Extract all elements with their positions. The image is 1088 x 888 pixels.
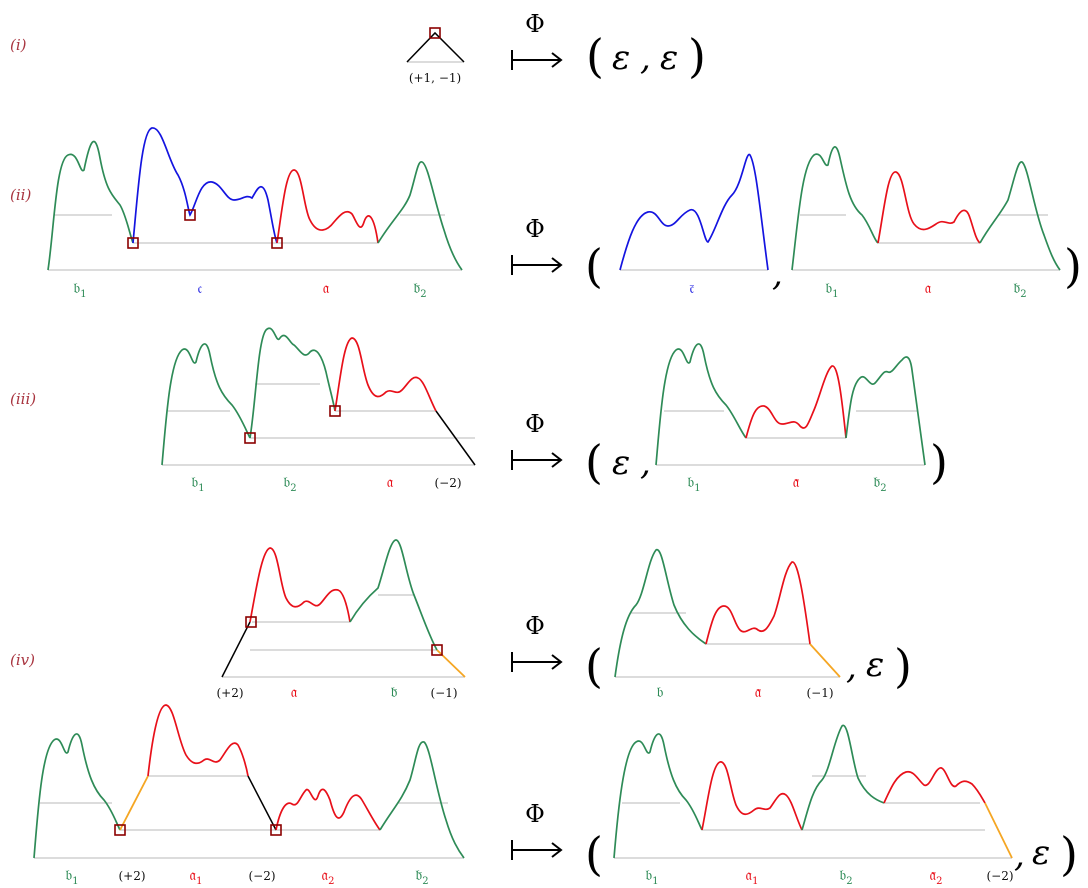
row3-right-label-b1: 𝔟1 [687,473,700,494]
svg-text:,: , [640,38,651,78]
svg-text:Φ: Φ [525,215,545,243]
row4-phi-arrow: Φ [512,612,561,672]
row4-right-step-label: (−1) [806,686,833,700]
row5-label-b1: 𝔟1 [65,866,78,887]
svg-text:,: , [640,443,651,483]
row3-right-label-a: 𝔞̄ [793,473,800,491]
svg-text:(: ( [585,639,603,693]
svg-text:(: ( [585,827,603,881]
case-label-i: (i) [10,36,27,54]
row1-left-path: (+1, −1) [407,28,464,85]
row4-step2-label: (−1) [430,686,457,700]
row5-left-path: 𝔟1 (+2) 𝔞1 (−2) 𝔞2 𝔟̄2 [34,705,464,887]
row1-step-label: (+1, −1) [409,71,461,85]
row5-right-pair: ( 𝔟1 𝔞1 𝔟2 𝔞̄2 (−2) , ε ) [585,725,1078,887]
row5-label-a1: 𝔞1 [190,866,203,887]
row5-right-label-a1: 𝔞1 [746,866,759,887]
row1-phi-arrow: Φ [512,10,561,70]
svg-text:ε: ε [1032,833,1050,873]
row5-label-b2: 𝔟̄2 [415,866,428,887]
svg-text:): ) [1060,827,1078,881]
svg-text:ε: ε [612,38,630,78]
row5-right-label-a2: 𝔞̄2 [930,866,943,887]
row2-left-path: 𝔟1 𝔠 𝔞 𝔟̄2 [48,128,462,300]
row4-left-path: (+2) 𝔞 𝔟̄ (−1) [216,540,465,701]
open-paren: ( [586,29,604,83]
row3-label-b2: 𝔟2 [283,473,296,494]
row2-right-label-b2: 𝔟̄2 [1013,279,1026,300]
row5-step1-label: (+2) [118,869,145,883]
row2-label-a: 𝔞 [323,279,330,297]
row5-phi-arrow: Φ [512,800,561,860]
row2-label-c: 𝔠 [198,279,203,297]
row4-label-b: 𝔟̄ [391,683,398,701]
row5-label-a2: 𝔞2 [322,866,335,887]
row4-right-pair: ( 𝔟 𝔞̄ (−1) , ε ) [585,550,912,701]
svg-text:,: , [1014,835,1025,875]
row2-label-b1: 𝔟1 [73,279,86,300]
svg-text:(: ( [585,239,603,293]
row3-phi-arrow: Φ [512,410,561,470]
row1-result-pair: ( ε , ε ) [586,29,706,83]
row2-right-label-c: 𝔠̄ [689,279,694,297]
row2-right-label-a: 𝔞 [925,279,932,297]
svg-text:ε: ε [612,443,630,483]
svg-text:): ) [1064,239,1082,293]
row5-right-label-b1: 𝔟1 [645,866,658,887]
row2-label-b2: 𝔟̄2 [413,279,426,300]
svg-text:(: ( [585,435,603,489]
row3-right-label-b2: 𝔟̄2 [873,473,886,494]
row2-right-label-b1: 𝔟1 [825,279,838,300]
row5-right-step-label: (−2) [986,869,1013,883]
row2-phi-arrow: Φ [512,215,561,275]
row4-step1-label: (+2) [216,686,243,700]
svg-text:,: , [772,254,783,294]
row5-right-label-b2: 𝔟2 [839,866,852,887]
svg-text:Φ: Φ [525,410,545,438]
svg-text:Φ: Φ [525,10,545,38]
close-paren: ) [688,29,706,83]
row3-label-b1: 𝔟1 [191,473,204,494]
row4-label-a: 𝔞 [291,683,298,701]
svg-text:ε: ε [866,645,884,685]
row3-label-a: 𝔞 [387,473,394,491]
svg-text:,: , [846,647,857,687]
row3-step-label: (−2) [434,476,461,490]
row3-left-path: 𝔟1 𝔟2 𝔞 (−2) [162,328,475,494]
svg-text:Φ: Φ [525,612,545,640]
case-label-iv: (iv) [10,651,35,669]
row5-step2-label: (−2) [248,869,275,883]
row4-right-label-b: 𝔟 [657,683,664,701]
row2-right-pair: ( 𝔠̄ , 𝔟1 𝔞 𝔟̄2 ) [585,147,1082,300]
case-label-ii: (ii) [10,186,31,204]
svg-text:Φ: Φ [525,800,545,828]
row4-right-label-a: 𝔞̄ [755,683,762,701]
svg-text:ε: ε [660,38,678,78]
row3-right-pair: ( ε , 𝔟1 𝔞̄ 𝔟̄2 ) [585,344,948,494]
svg-text:): ) [930,435,948,489]
case-label-iii: (iii) [10,390,36,408]
svg-text:): ) [894,639,912,693]
